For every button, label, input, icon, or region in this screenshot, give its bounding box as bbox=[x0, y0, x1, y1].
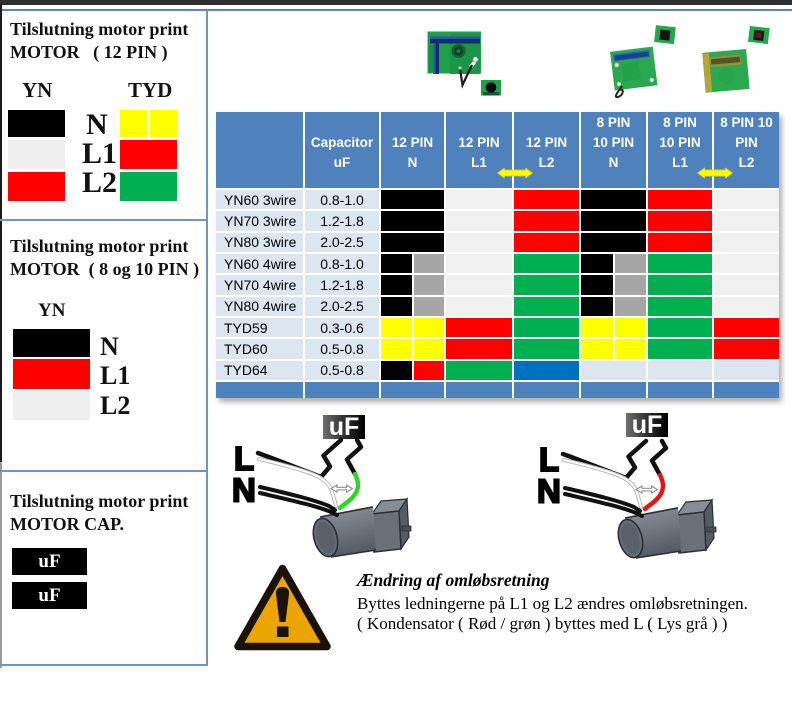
svg-text:N: N bbox=[537, 473, 561, 510]
svg-text:L: L bbox=[234, 440, 254, 477]
svg-text:L: L bbox=[539, 441, 559, 478]
svg-text:N: N bbox=[232, 472, 256, 509]
